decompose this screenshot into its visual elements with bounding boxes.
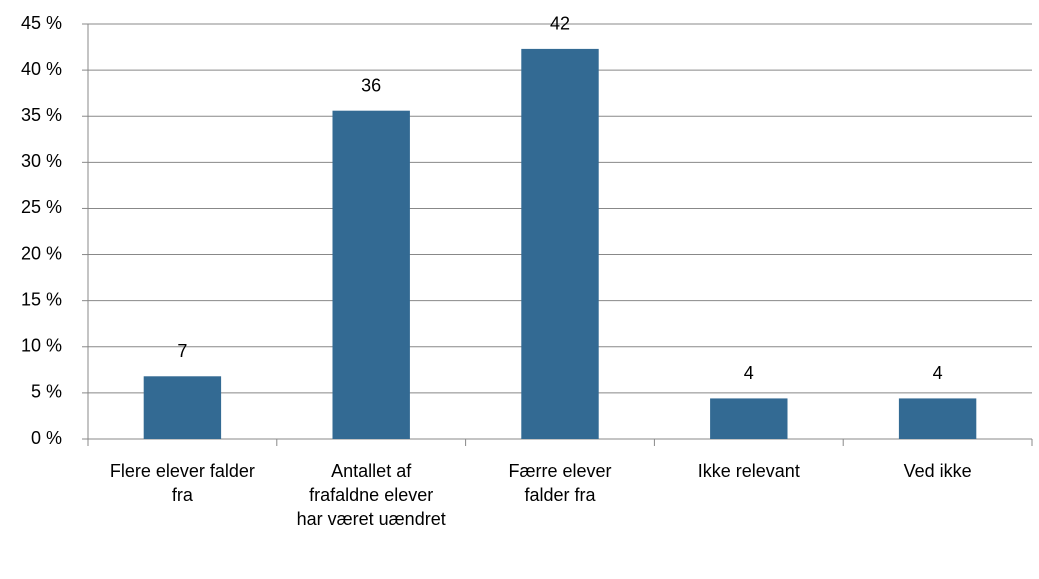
y-tick-label: 30 % [21, 151, 62, 171]
y-tick-label: 40 % [21, 59, 62, 79]
data-label: 42 [550, 14, 570, 34]
bar [143, 376, 222, 439]
y-tick-label: 45 % [21, 13, 62, 33]
x-tick-label: Flere elever falder fra [109, 461, 255, 505]
y-tick-label: 35 % [21, 105, 62, 125]
bar [710, 398, 788, 439]
y-tick-label: 25 % [21, 197, 62, 217]
bar [521, 48, 599, 440]
data-label: 7 [177, 341, 187, 361]
x-tick-label: Færre elever falder fra [508, 461, 612, 505]
x-tick-label: Antallet af frafaldne elever har været u… [296, 461, 446, 529]
y-tick-label: 0 % [31, 428, 62, 448]
y-tick-label: 20 % [21, 243, 62, 263]
y-tick-label: 5 % [31, 382, 62, 402]
bar [332, 110, 410, 439]
data-label: 36 [361, 75, 381, 95]
y-tick-label: 15 % [21, 289, 62, 309]
data-label: 4 [933, 363, 943, 383]
x-tick-label: Ved ikke [903, 461, 972, 481]
bar [898, 398, 977, 439]
data-label: 4 [744, 363, 754, 383]
x-tick-label: Ikke relevant [697, 461, 800, 481]
y-tick-label: 10 % [21, 336, 62, 356]
